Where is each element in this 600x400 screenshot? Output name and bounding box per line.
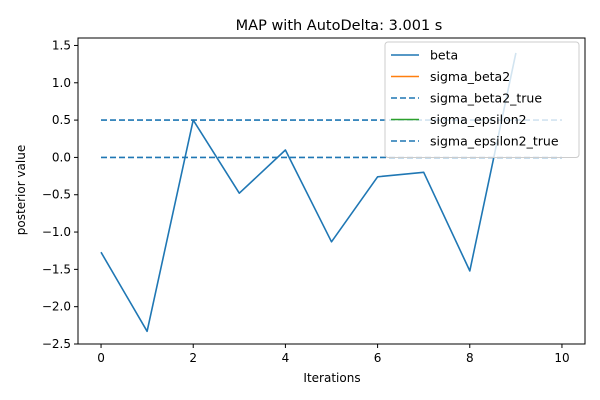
y-tick-label: 1.5 [52, 38, 71, 52]
legend-box [384, 41, 580, 158]
plot-area: 0 2 4 6 8 10 −2.5 −2.0 −1.5 −1.0 −0.5 0.0 0.5 1.0 1.5 [42, 37, 586, 365]
x-tick-label: 6 [374, 351, 382, 365]
x-tick-label: 2 [189, 351, 197, 365]
x-axis-label: Iterations [303, 371, 360, 385]
legend: beta sigma_beta2 sigma_beta2_true sigma_eps… [384, 41, 580, 158]
x-tick-label: 8 [466, 351, 474, 365]
y-tick-label: −1.0 [42, 225, 71, 239]
legend-label: sigma_epsilon2_true [430, 134, 559, 149]
y-axis-label: posterior value [14, 145, 28, 235]
x-tick-label: 10 [554, 351, 569, 365]
chart-title: MAP with AutoDelta: 3.001 s [236, 18, 443, 34]
series-line-beta [100, 52, 517, 333]
legend-label: beta [430, 48, 458, 63]
y-tick-label: −1.5 [42, 262, 71, 276]
y-tick-label: 1.0 [52, 76, 71, 90]
y-tick-label: −2.5 [42, 337, 71, 351]
y-tick-label: −2.0 [42, 300, 71, 314]
legend-label: sigma_epsilon2 [430, 112, 527, 127]
y-tick-label: −0.5 [42, 188, 71, 202]
y-tick-label: 0.5 [52, 113, 71, 127]
legend-label: sigma_beta2 [430, 69, 510, 84]
legend-label: sigma_beta2_true [430, 91, 542, 106]
y-tick-label: 0.0 [52, 150, 71, 164]
axes-frame [77, 37, 586, 345]
x-tick-label: 4 [282, 351, 290, 365]
x-tick-label: 0 [97, 351, 105, 365]
